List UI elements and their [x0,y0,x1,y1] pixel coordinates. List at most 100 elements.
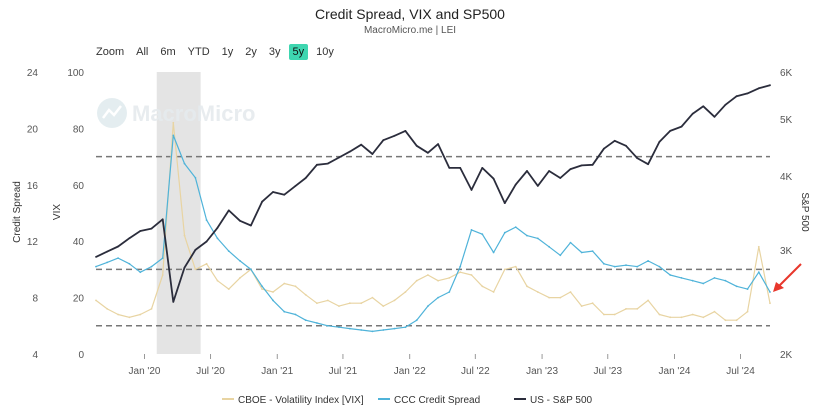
sp500-line-point [724,103,727,106]
sp500-line-point [404,130,407,132]
zoom-button-6m[interactable]: 6m [160,46,176,58]
credit-spread-line-point [139,271,142,274]
vix-line-point [514,265,517,268]
legend-item[interactable]: CBOE - Volatility Index [VIX] [238,395,364,406]
sp500-line-point [669,130,672,132]
vix-tick: 20 [73,294,85,305]
vix-line-point [658,313,661,316]
sp500-line-point [95,256,97,258]
credit-spread-line-point [559,254,562,257]
sp500-line-point [591,163,594,166]
watermark: MacroMicro [97,98,255,128]
zoom-button-2y[interactable]: 2y [245,46,257,58]
sp500-line-point [658,141,661,143]
credit-spread-line-point [393,327,396,330]
sp500-line-point [304,177,307,179]
sp500-line-point [569,168,572,171]
vix-line-point [647,299,649,302]
credit-spread-line-point [526,234,528,237]
sp500-line-point [448,167,451,169]
credit-spread-line-point [194,176,197,179]
sp500-line-point [294,185,297,187]
credit-spread-line-point [724,279,727,282]
zoom-button-1y[interactable]: 1y [221,46,234,58]
credit-spread-line-point [735,285,738,288]
vix-line-point [625,308,627,310]
sp500-line-point [349,150,351,153]
zoom-button-ytd[interactable]: YTD [187,46,210,58]
x-tick-label: Jan '22 [394,366,426,377]
sp500-line-point [735,95,738,98]
zoom-button-3y[interactable]: 3y [268,46,281,58]
vix-line-point [205,262,208,265]
credit-spread-line-point [294,313,297,316]
vix-line-point [95,299,97,302]
vix-line-point [106,308,109,310]
zoom-button-all[interactable]: All [136,46,149,58]
credit-spread-line-point [283,310,286,313]
sp500-line-point [194,249,197,251]
chart-title: Credit Spread, VIX and SP500 [315,6,505,22]
sp500-tick: 5K [780,115,793,126]
vix-line-point [382,305,385,307]
credit-spread-line-point [106,261,109,264]
zoom-button-5y[interactable]: 5y [288,44,309,60]
zoom-bar: Zoom All 6m YTD 1y 2y 3y 5y 10y [96,44,342,60]
credit-spread-line-point [382,329,385,331]
vix-line-point [669,316,672,319]
vix-line-point [304,293,307,296]
credit-spread-line-point [769,291,771,293]
sp500-line-point [415,144,418,147]
zoom-button-10y[interactable]: 10y [316,46,334,58]
vix-line-point [261,288,263,290]
vix-line [95,122,771,321]
credit-spread-line-point [658,265,661,268]
vix-line-point [691,313,694,316]
sp500-line-point [526,170,528,172]
credit-spread-line [95,134,771,332]
sp500-line-point [680,125,683,128]
sp500-line-point [371,153,374,155]
sp500-line-point [216,226,219,229]
vix-line-point [283,282,286,285]
credit-spread-line-point [603,262,605,265]
legend-item[interactable]: US - S&P 500 [530,395,593,406]
credit-spread-line-point [349,327,351,330]
credit-spread-axis-title: Credit Spread [12,181,23,243]
credit-spread-tick: 8 [32,294,38,305]
credit-spread-line-point [647,260,649,262]
vix-line-point [437,279,439,282]
svg-text:MacroMicro: MacroMicro [132,101,255,126]
credit-spread-line-point [205,219,208,222]
credit-spread-line-point [95,265,97,268]
credit-spread-line-point [492,251,495,254]
vix-line-point [580,305,583,307]
credit-spread-line-point [503,231,506,234]
sp500-tick: 4K [780,172,793,183]
credit-spread-line-point [548,245,550,248]
credit-spread-line-point [702,282,705,285]
vix-line-point [702,316,705,319]
vix-line-point [404,291,407,293]
vix-tick: 60 [73,181,85,192]
credit-spread-line-point [757,271,760,274]
vix-line-point [427,274,429,276]
vix-line-point [272,291,274,293]
credit-spread-tick: 16 [27,181,39,192]
sp500-line-point [603,147,605,150]
vix-axis-title: VIX [52,204,63,220]
credit-spread-line-point [117,257,119,259]
sp500-line-point [713,115,716,118]
credit-spread-line-point [239,260,241,262]
sp500-line-point [106,250,109,253]
x-tick-label: Jul '23 [593,366,622,377]
legend-item[interactable]: CCC Credit Spread [394,395,480,406]
credit-spread-line-point [669,274,672,276]
sp500-line-point [283,193,286,196]
sp500-tick: 2K [780,350,793,361]
x-tick-label: Jan '24 [659,366,691,377]
sp500-line-point [503,202,506,205]
credit-spread-line-point [680,277,683,279]
credit-spread-line-point [316,322,318,324]
x-tick-label: Jul '20 [196,366,225,377]
